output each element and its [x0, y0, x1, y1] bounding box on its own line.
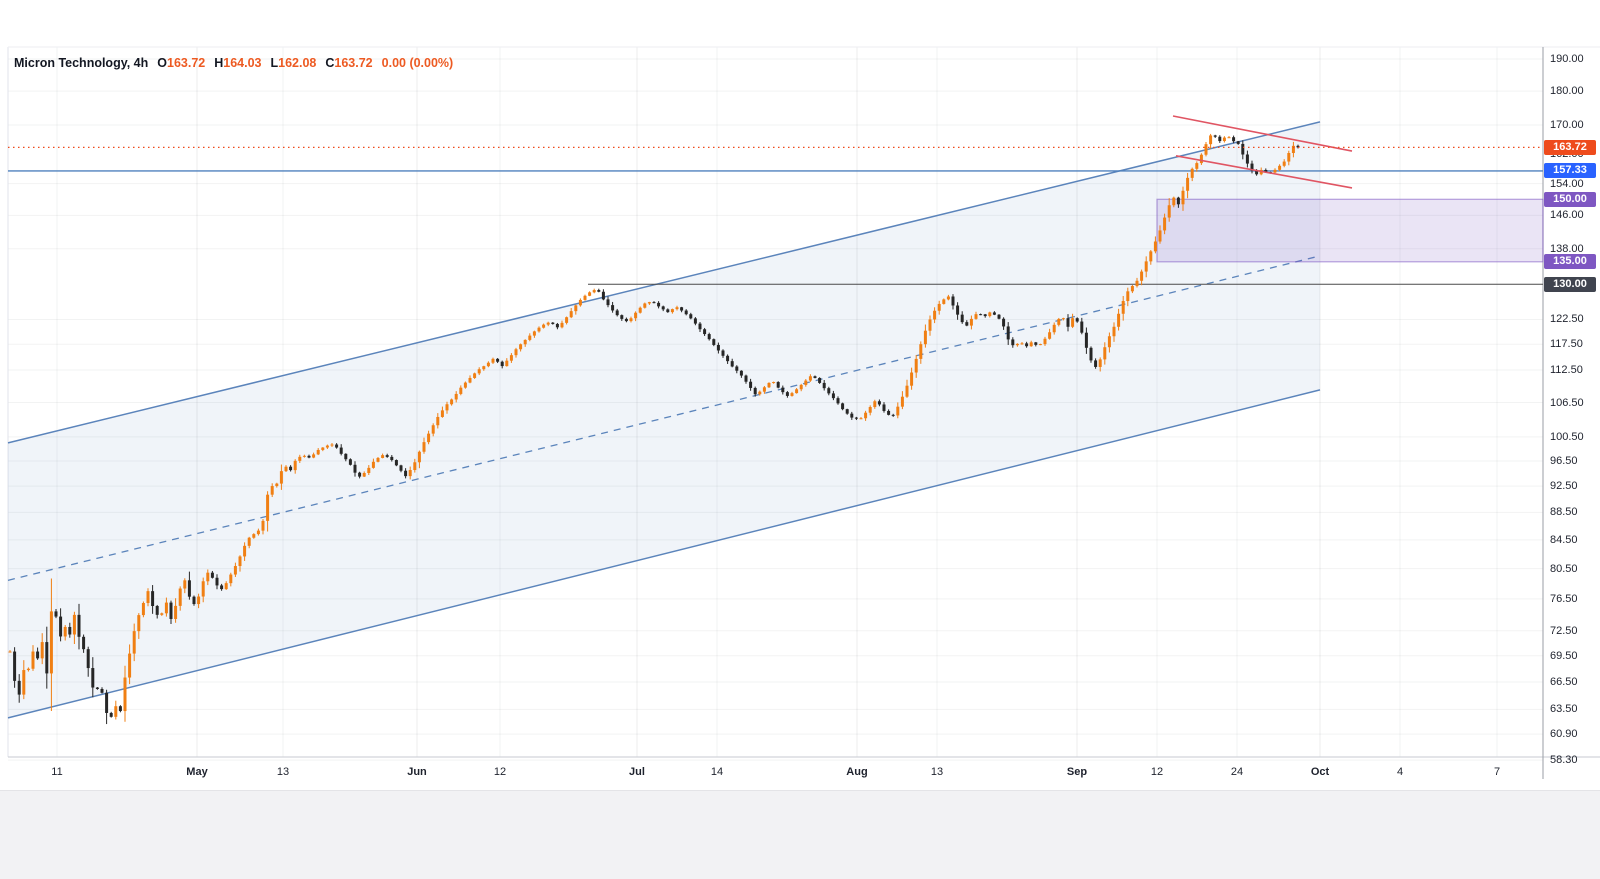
- time-axis-label: 14: [710, 766, 724, 778]
- time-axis-label: 13: [276, 766, 290, 778]
- price-axis-label: 112.50: [1550, 363, 1583, 376]
- time-axis-label: Jun: [407, 766, 427, 778]
- price-axis-label: 84.50: [1550, 533, 1578, 546]
- price-axis-label: 96.50: [1550, 455, 1578, 468]
- price-badge: 157.33: [1544, 163, 1596, 179]
- time-axis-label: 24: [1230, 766, 1244, 778]
- price-axis-label: 66.50: [1550, 675, 1578, 688]
- price-axis-label: 190.00: [1550, 53, 1584, 66]
- time-axis-label: Jul: [629, 766, 645, 778]
- price-axis-label: 122.50: [1550, 313, 1584, 326]
- price-axis-label: 154.00: [1550, 177, 1584, 190]
- descending-red-channel-drawing[interactable]: [1172, 115, 1353, 189]
- price-axis-label: 76.50: [1550, 592, 1578, 605]
- price-axis-label: 58.30: [1550, 754, 1578, 767]
- legend-change: 0.00 (0.00%): [381, 56, 454, 70]
- price-badge: 150.00: [1544, 191, 1596, 207]
- price-axis-label: 69.50: [1550, 649, 1578, 662]
- legend-high: H164.03: [214, 56, 262, 70]
- ascending-channel-drawing[interactable]: [7, 121, 1321, 719]
- time-axis-label: Sep: [1066, 766, 1088, 778]
- time-axis-label: 4: [1396, 766, 1404, 778]
- candles: [8, 133, 1300, 725]
- support-zone-rectangle[interactable]: [1156, 198, 1544, 263]
- price-axis-label: 92.50: [1550, 480, 1578, 493]
- time-axis-label: 13: [930, 766, 944, 778]
- symbol-legend: Micron Technology, 4h O163.72 H164.03 L1…: [14, 56, 453, 70]
- symbol-title: Micron Technology, 4h: [14, 56, 149, 70]
- price-axis-label: 138.00: [1550, 242, 1584, 255]
- price-axis-label: 146.00: [1550, 209, 1584, 222]
- grid-lines: [8, 47, 1543, 761]
- legend-low: L162.08: [270, 56, 317, 70]
- price-axis-label: 117.50: [1550, 338, 1583, 351]
- price-axis-label: 63.50: [1550, 703, 1578, 716]
- chart-frame: [7, 46, 1600, 779]
- price-axis-label: 100.50: [1550, 430, 1584, 443]
- time-axis-label: 12: [493, 766, 507, 778]
- price-axis-label: 80.50: [1550, 562, 1578, 575]
- price-badge: 135.00: [1544, 254, 1596, 270]
- time-axis-label: Oct: [1310, 766, 1330, 778]
- horizontal-level-lines[interactable]: [8, 170, 1543, 285]
- price-axis-label: 106.50: [1550, 396, 1584, 409]
- time-axis-label: 7: [1493, 766, 1501, 778]
- time-axis-label: 11: [51, 766, 63, 778]
- time-axis-label: Aug: [846, 766, 868, 778]
- price-axis-label: 88.50: [1550, 506, 1578, 519]
- time-axis-label: 12: [1150, 766, 1164, 778]
- price-badge: 130.00: [1544, 276, 1596, 292]
- price-axis-label: 180.00: [1550, 85, 1584, 98]
- legend-close: C163.72: [325, 56, 373, 70]
- price-axis-label: 72.50: [1550, 624, 1578, 637]
- footer-band: FXopen: [0, 790, 1600, 879]
- price-axis-label: 60.90: [1550, 728, 1578, 741]
- price-axis-label: 170.00: [1550, 119, 1584, 132]
- legend-open: O163.72: [157, 56, 206, 70]
- price-badge: 163.72: [1544, 139, 1596, 155]
- time-axis-label: May: [186, 766, 208, 778]
